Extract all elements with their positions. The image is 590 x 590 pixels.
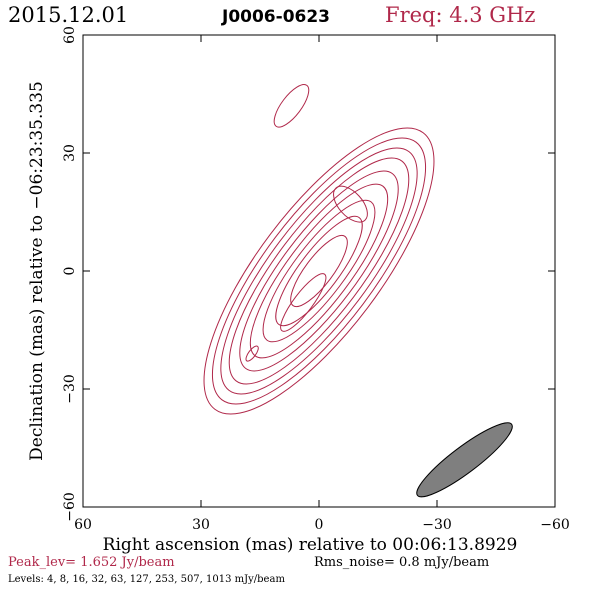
tick-labels: 60 30 0 −30 −60 −60 −30 0 30 60 [62,26,570,533]
contour-line [211,137,427,405]
y-tick-label: −60 [62,492,78,522]
x-tick-label: −60 [540,517,570,533]
contour-line [280,273,327,332]
frequency-label: Freq: 4.3 GHz [385,3,535,27]
peak-level: Peak_lev= 1.652 Jy/beam [8,555,175,570]
y-tick-label: 0 [62,267,78,276]
contour-line [333,185,368,223]
contour-line [239,170,399,372]
beam-ellipse [416,422,513,498]
y-tick-label: 60 [62,26,78,44]
contour-line [262,199,376,343]
x-tick-label: 60 [74,517,92,533]
axis-ticks [82,34,556,508]
contour-line [203,127,435,415]
x-tick-label: 30 [192,517,210,533]
contour-line [290,234,348,308]
contour-layer [203,84,513,498]
source-name: J0006-0623 [221,7,330,27]
observation-date: 2015.12.01 [8,3,128,27]
contour-levels: Levels: 4, 8, 16, 32, 63, 127, 253, 507,… [8,574,285,585]
y-axis-label: Declination (mas) relative to −06:23:35.… [27,81,47,461]
contour-line [220,147,418,395]
contour-line [273,84,310,128]
y-tick-label: 30 [62,144,78,162]
contour-line [228,157,410,385]
contour-line [245,345,259,362]
contour-line [275,215,363,327]
rms-noise: Rms_noise= 0.8 mJy/beam [314,555,489,570]
x-tick-label: 0 [315,517,324,533]
x-axis-label: Right ascension (mas) relative to 00:06:… [103,535,518,555]
x-tick-label: −30 [422,517,452,533]
contour-line [249,183,389,359]
y-tick-label: −30 [62,374,78,404]
